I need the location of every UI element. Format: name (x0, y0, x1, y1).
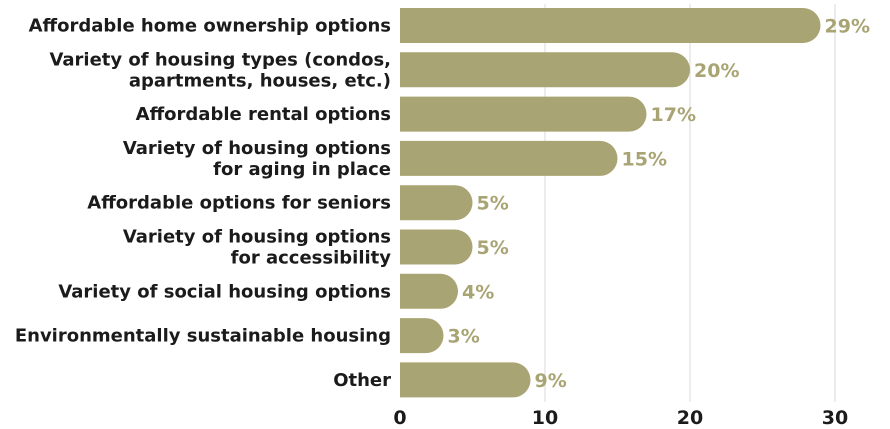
category-label: Affordable options for seniors (87, 193, 391, 214)
bar (400, 318, 444, 354)
category-label: Affordable home ownership options (29, 16, 391, 37)
category-label: Other (333, 370, 391, 391)
value-label: 3% (448, 326, 480, 348)
category-label: Variety of housing options (123, 138, 391, 159)
category-label: Affordable rental options (136, 104, 391, 125)
category-label: apartments, houses, etc.) (129, 70, 391, 91)
bar (400, 8, 821, 43)
value-label: 9% (535, 370, 567, 392)
x-tick-label: 30 (822, 407, 848, 429)
value-label: 15% (622, 148, 667, 170)
category-label: Variety of housing options (123, 227, 391, 248)
value-label: 20% (694, 60, 739, 82)
category-label: Variety of social housing options (58, 281, 391, 302)
category-labels: Affordable home ownership options Variety… (15, 16, 391, 391)
value-label: 17% (651, 104, 696, 126)
x-tick-label: 0 (393, 407, 406, 429)
value-label: 4% (462, 281, 494, 303)
bars (400, 8, 821, 398)
bar (400, 96, 647, 132)
bar (400, 185, 473, 221)
x-tick-label: 10 (532, 407, 558, 429)
x-axis-ticks: 0 10 20 30 (393, 407, 848, 429)
bar (400, 362, 531, 398)
bar (400, 273, 458, 309)
value-label: 5% (477, 193, 509, 215)
category-label: Variety of housing types (condos, (49, 49, 391, 70)
value-labels: 29% 20% 17% 15% 5% 5% 4% 3% 9% (448, 16, 870, 392)
category-label: for aging in place (213, 159, 391, 180)
bar (400, 229, 473, 265)
category-label: for accessibility (231, 248, 392, 269)
bar (400, 52, 690, 88)
category-label: Environmentally sustainable housing (15, 326, 391, 347)
value-label: 5% (477, 237, 509, 259)
bar (400, 140, 618, 176)
value-label: 29% (825, 16, 870, 38)
x-tick-label: 20 (677, 407, 703, 429)
